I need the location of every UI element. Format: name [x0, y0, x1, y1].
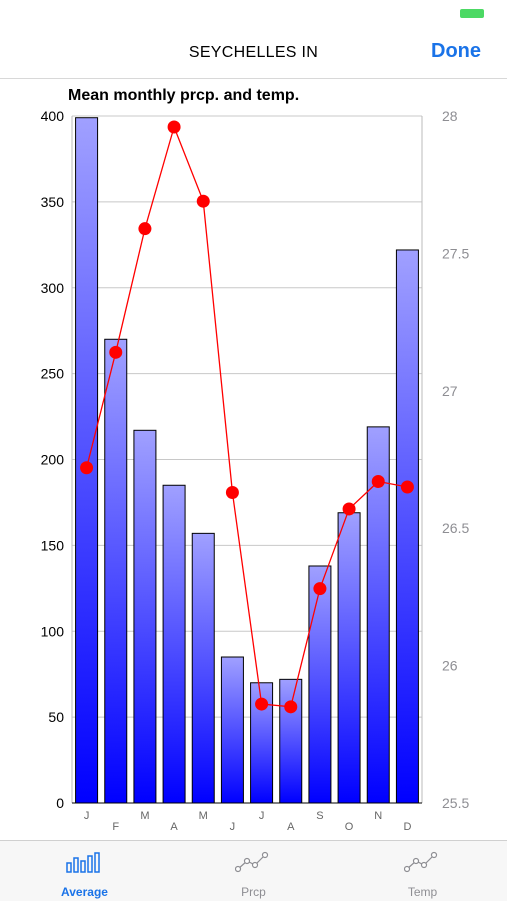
line-chart-icon — [235, 851, 269, 873]
x-tick-label: M — [140, 810, 149, 822]
x-tick-label: D — [403, 821, 411, 833]
x-tick-label: F — [112, 821, 119, 833]
bar-chart-icon — [66, 852, 100, 873]
temperature-point — [109, 345, 123, 359]
y-left-tick-label: 0 — [56, 795, 64, 811]
y-left-tick-label: 250 — [41, 366, 65, 382]
temperature-point — [196, 194, 210, 208]
x-tick-label: J — [230, 821, 236, 833]
bar — [133, 429, 157, 804]
temperature-point — [284, 700, 298, 714]
temperature-point — [225, 485, 239, 499]
bar — [279, 678, 303, 804]
bar — [220, 656, 244, 804]
temperature-point — [371, 474, 385, 488]
bar — [162, 484, 186, 804]
done-button[interactable]: Done — [431, 40, 481, 62]
y-right-tick-label: 27 — [442, 383, 458, 399]
tab-prcp[interactable]: Prcp — [169, 841, 338, 901]
temperature-point — [342, 502, 356, 516]
x-tick-label: A — [287, 821, 295, 833]
battery-icon — [460, 9, 484, 18]
line-chart-icon — [404, 851, 438, 873]
y-left-tick-label: 300 — [41, 280, 65, 296]
navigation-bar: SEYCHELLES IN Done — [0, 28, 507, 79]
x-tick-label: O — [345, 821, 354, 833]
x-tick-label: J — [84, 810, 90, 822]
bar — [308, 565, 332, 804]
temperature-point — [138, 222, 152, 236]
bar — [191, 532, 215, 804]
bar — [75, 117, 99, 804]
tab-label-prcp: Prcp — [241, 885, 266, 899]
bar — [337, 512, 361, 804]
x-tick-label: S — [316, 810, 323, 822]
bar — [395, 249, 419, 804]
temperature-point — [167, 120, 181, 134]
tab-bar: Average Prcp Temp — [0, 840, 507, 901]
y-right-tick-label: 27.5 — [442, 245, 469, 261]
x-tick-label: A — [170, 821, 178, 833]
temperature-point — [80, 461, 94, 475]
y-right-tick-label: 28 — [442, 108, 458, 124]
temperature-point — [400, 480, 414, 494]
x-tick-label: M — [199, 810, 208, 822]
x-tick-label: N — [374, 810, 382, 822]
temperature-line — [85, 124, 408, 708]
y-right-tick-label: 26.5 — [442, 520, 469, 536]
y-right-tick-label: 25.5 — [442, 795, 469, 811]
x-tick-label: J — [259, 810, 265, 822]
y-left-tick-label: 200 — [41, 452, 65, 468]
tab-average[interactable]: Average — [0, 841, 169, 901]
y-left-tick-label: 350 — [41, 194, 65, 210]
page-title: SEYCHELLES IN — [188, 44, 319, 61]
y-left-tick-label: 150 — [41, 537, 65, 553]
chart-title: Mean monthly prcp. and temp. — [68, 87, 300, 104]
y-right-tick-label: 26 — [442, 658, 458, 674]
y-left-tick-label: 50 — [48, 709, 64, 725]
temperature-point — [313, 582, 327, 596]
bar — [104, 338, 128, 804]
y-left-tick-label: 400 — [41, 108, 65, 124]
tab-temp[interactable]: Temp — [338, 841, 507, 901]
chart: 0 50 100 150 200 250 300 350 400 25.5 26 26.5 27 27.5… — [41, 108, 470, 833]
tab-label-average: Average — [61, 885, 108, 899]
tab-label-temp: Temp — [407, 885, 438, 899]
temperature-point — [255, 697, 269, 711]
y-left-tick-label: 100 — [41, 623, 65, 639]
